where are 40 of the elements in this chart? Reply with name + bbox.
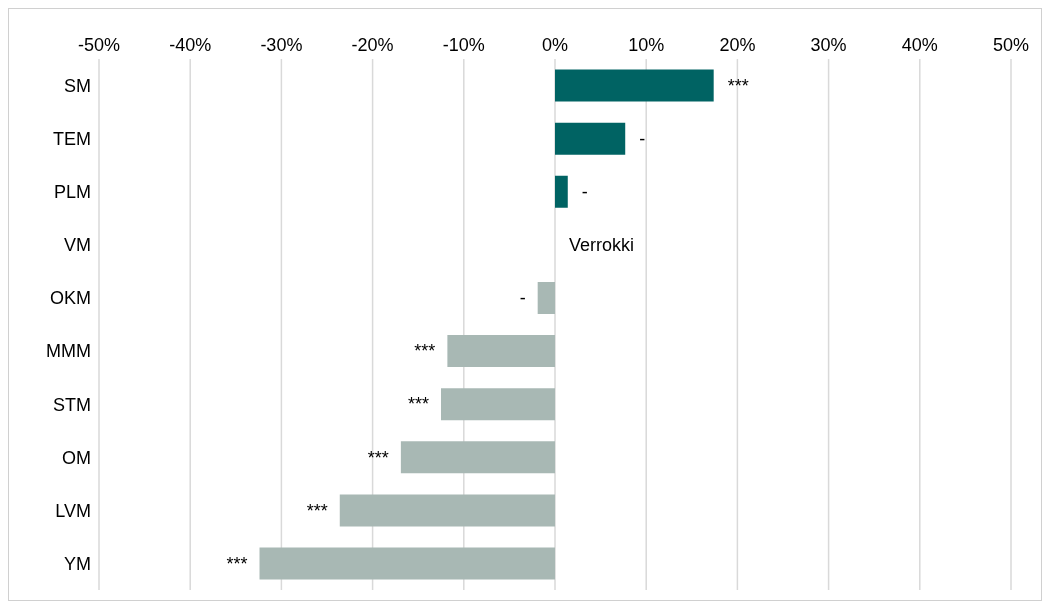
bar [447, 335, 555, 368]
bar [441, 388, 555, 421]
y-tick-label: PLM [53, 182, 91, 203]
data-label: *** [306, 500, 328, 521]
y-tick-label: TEM [53, 129, 91, 150]
y-tick-label: SM [64, 75, 91, 96]
data-label: - [639, 128, 646, 149]
data-label: *** [727, 75, 749, 96]
x-tick-label: 10% [628, 35, 665, 55]
x-tick-label: 0% [541, 35, 569, 55]
data-label: - [581, 182, 588, 203]
x-tick-label: 30% [810, 35, 847, 55]
x-tick-label: -50% [77, 35, 121, 55]
x-tick-label: 40% [901, 35, 938, 55]
x-tick-label: 50% [992, 35, 1030, 55]
x-tick-label: 20% [719, 35, 756, 55]
x-tick-label: -10% [442, 35, 485, 55]
y-tick-label: VM [64, 235, 91, 256]
bar [537, 282, 555, 315]
data-label: *** [226, 553, 248, 574]
y-tick-label: YM [64, 553, 91, 574]
bar [555, 122, 626, 155]
bar [339, 494, 555, 527]
bar [400, 441, 555, 474]
y-tick-label: OKM [49, 288, 91, 309]
data-label: Verrokki [569, 235, 635, 256]
x-tick-label: -30% [260, 35, 303, 55]
bar [555, 175, 568, 208]
y-tick-label: MMM [46, 341, 91, 362]
y-tick-label: LVM [55, 500, 91, 521]
bar [259, 547, 555, 580]
data-label: - [519, 288, 526, 309]
data-label: *** [414, 341, 436, 362]
y-tick-label: STM [53, 394, 91, 415]
x-tick-label: -40% [169, 35, 212, 55]
data-label: *** [367, 447, 389, 468]
bar [555, 69, 714, 102]
x-tick-label: -20% [351, 35, 394, 55]
y-tick-label: OM [62, 447, 91, 468]
data-label: *** [407, 394, 429, 415]
